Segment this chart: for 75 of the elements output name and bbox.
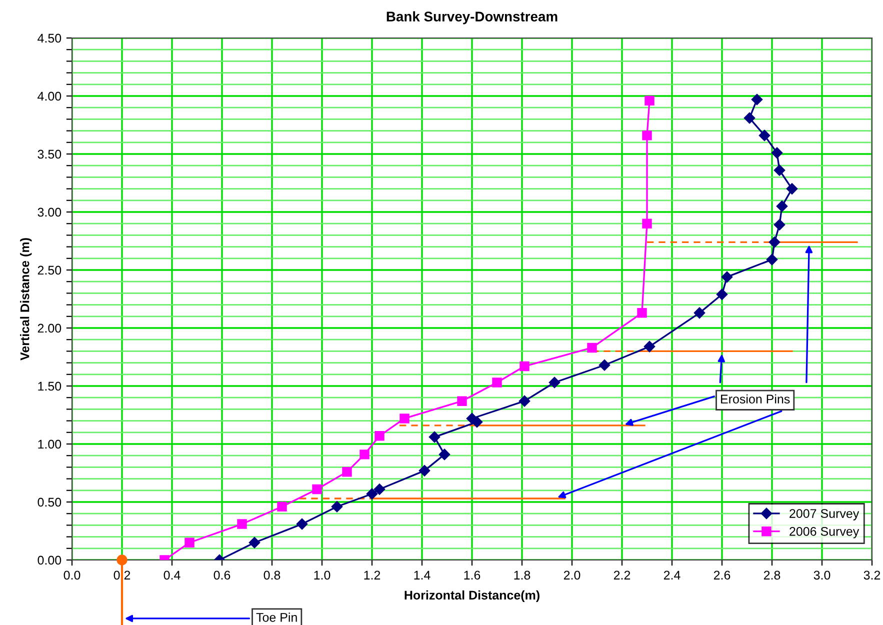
point	[587, 342, 597, 353]
y-tick-label: 2.50	[38, 266, 62, 275]
point	[248, 536, 260, 548]
point	[438, 448, 450, 460]
x-tick-label: 2.6	[714, 570, 730, 580]
x-tick-label: 1.4	[414, 570, 430, 580]
point	[758, 130, 770, 142]
y-tick-label: 1.00	[38, 440, 62, 449]
legend-label: 2006 Survey	[790, 526, 860, 538]
x-tick-label: 0.0	[64, 570, 80, 580]
point	[116, 554, 128, 566]
point	[598, 360, 610, 371]
point	[518, 395, 530, 407]
point	[774, 164, 786, 176]
x-tick-label: 3.2	[864, 570, 880, 580]
y-tick-label: 4.00	[38, 92, 62, 101]
x-tick-label: 3.0	[814, 570, 830, 580]
y-tick-label: 0.50	[38, 498, 62, 507]
point	[768, 236, 780, 248]
point	[776, 200, 788, 212]
x-tick-label: 0.6	[214, 570, 230, 580]
y-tick-label: 2.00	[38, 324, 62, 333]
point	[277, 502, 287, 512]
point	[786, 183, 798, 194]
point	[400, 414, 410, 424]
point	[744, 112, 756, 124]
point	[296, 518, 308, 530]
y-tick-label: 3.50	[38, 150, 62, 159]
point	[184, 538, 194, 548]
point	[766, 254, 778, 266]
point	[642, 130, 652, 140]
x-tick-label: 1.0	[314, 570, 330, 580]
y-tick-label: 0.00	[38, 556, 62, 565]
point	[751, 94, 763, 106]
point	[492, 378, 502, 388]
point	[312, 484, 322, 494]
x-tick-label: 1.8	[514, 570, 530, 580]
x-tick-label: 0.8	[264, 570, 280, 580]
point	[418, 465, 430, 476]
point	[644, 340, 656, 352]
x-tick-label: 2.0	[564, 570, 580, 580]
point	[374, 431, 384, 441]
point	[637, 308, 647, 318]
x-tick-label: 2.8	[764, 570, 780, 580]
point	[360, 450, 370, 460]
point	[237, 519, 247, 529]
point	[428, 431, 440, 443]
point	[644, 96, 654, 106]
point	[694, 307, 706, 319]
point	[721, 271, 733, 283]
y-tick-label: 1.50	[38, 382, 62, 391]
x-tick-label: 2.2	[614, 570, 630, 580]
point	[548, 376, 560, 388]
point	[774, 219, 786, 230]
point	[716, 288, 728, 300]
text: Toe Pin	[256, 612, 297, 622]
point	[342, 466, 352, 477]
y-tick-label: 4.50	[38, 34, 62, 43]
point	[520, 361, 530, 372]
x-axis-title: Horizontal Distance(m)	[404, 590, 540, 602]
annotation: Erosion Pins	[721, 394, 790, 404]
x-tick-label: 2.4	[664, 570, 680, 580]
point	[331, 501, 343, 512]
y-axis-title: Vertical Distance (m)	[20, 238, 32, 360]
x-tick-label: 1.2	[364, 570, 380, 580]
x-tick-label: 0.4	[164, 570, 180, 580]
point	[374, 484, 386, 495]
x-tick-label: 1.6	[464, 570, 480, 580]
y-tick-label: 3.00	[38, 208, 62, 217]
point	[642, 218, 652, 228]
legend-label: 2007 Survey	[790, 509, 860, 520]
point	[366, 488, 378, 500]
chart-title: Bank Survey-Downstream	[386, 11, 558, 24]
point	[771, 147, 783, 158]
point	[457, 396, 467, 406]
